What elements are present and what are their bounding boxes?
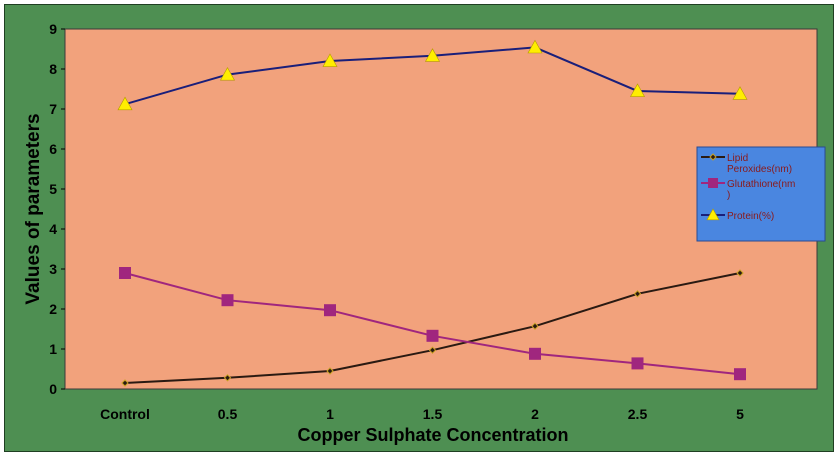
legend-label: Protein(%) — [727, 211, 774, 222]
data-point — [424, 48, 441, 62]
y-tick-label: 3 — [49, 261, 57, 277]
y-tick-label: 0 — [49, 381, 57, 397]
data-point — [531, 322, 539, 330]
y-axis-title: Values of parameters — [23, 113, 44, 304]
plot-area — [64, 28, 818, 390]
legend-label: Glutathione(nm — [727, 179, 795, 190]
x-axis: Control 0.5 1 1.5 2 2.5 5 — [100, 406, 744, 422]
x-tick-label: 0.5 — [218, 406, 238, 422]
data-point — [221, 294, 234, 307]
legend-label: Peroxides(nm) — [727, 164, 792, 175]
data-point — [732, 86, 748, 100]
y-tick-label: 5 — [49, 181, 57, 197]
series-square — [119, 267, 746, 381]
y-tick-label: 9 — [49, 21, 57, 37]
legend-marker — [706, 208, 720, 221]
x-tick-label: Control — [100, 406, 150, 422]
data-point — [426, 329, 439, 342]
x-axis-title: Copper Sulphate Concentration — [297, 425, 568, 445]
data-point — [324, 304, 336, 317]
legend-marker — [709, 153, 717, 161]
x-tick-label: 2 — [531, 406, 539, 422]
y-tick-label: 6 — [49, 141, 57, 157]
x-tick-label: 2.5 — [628, 406, 648, 422]
data-point — [322, 53, 338, 67]
data-point — [223, 374, 232, 382]
data-point — [629, 83, 646, 97]
legend-box — [696, 146, 826, 242]
series-triangle — [117, 39, 748, 111]
data-point — [219, 66, 236, 81]
data-point — [428, 346, 437, 354]
y-tick-label: 4 — [49, 221, 57, 237]
series-layer — [117, 39, 748, 387]
x-tick-label: 1 — [326, 406, 334, 422]
data-point — [736, 269, 744, 277]
data-point — [734, 368, 746, 381]
legend-item: Glutathione(nm) — [701, 178, 795, 201]
data-point — [529, 347, 541, 360]
data-point — [631, 357, 644, 370]
data-point — [326, 367, 334, 375]
y-tick-label: 1 — [49, 341, 57, 357]
legend-label: ) — [727, 190, 730, 201]
data-point — [117, 96, 133, 111]
x-tick-label: 1.5 — [423, 406, 443, 422]
y-tick-label: 7 — [49, 101, 57, 117]
legend-label: Lipid — [727, 153, 748, 164]
line-chart: 0 1 2 3 4 5 6 7 8 9 Control 0.5 1 1.5 2 2.5 5 Values of… — [23, 21, 826, 445]
data-point — [527, 39, 543, 54]
data-point — [119, 267, 131, 279]
y-axis: 0 1 2 3 4 5 6 7 8 9 — [49, 21, 65, 397]
series-diamond — [121, 269, 744, 387]
data-point — [121, 379, 129, 387]
x-tick-label: 5 — [736, 406, 744, 422]
y-tick-label: 2 — [49, 301, 57, 317]
data-point — [633, 290, 642, 298]
chart-frame: 0 1 2 3 4 5 6 7 8 9 Control 0.5 1 1.5 2 2.5 5 Values of… — [4, 4, 834, 452]
legend-marker — [708, 178, 718, 188]
y-tick-label: 8 — [49, 61, 57, 77]
legend-item: Protein(%) — [701, 208, 774, 222]
